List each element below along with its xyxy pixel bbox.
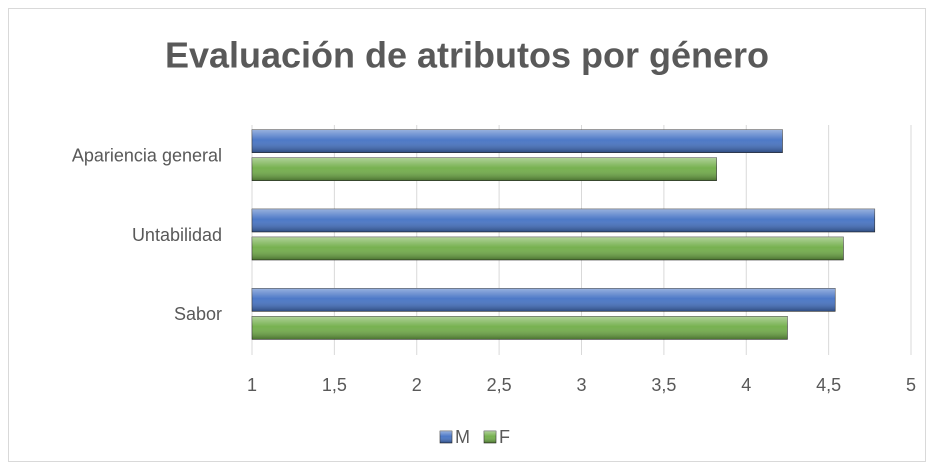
legend-label: M [455,427,470,447]
x-tick-label: 4,5 [816,375,841,395]
bar-shine [252,237,844,260]
legend-label: F [499,427,510,447]
bar-shine [252,157,717,181]
y-tick-label: Apariencia general [72,145,222,165]
y-tick-label: Sabor [174,304,222,324]
chart-border [8,8,926,462]
bar-shine [252,209,875,232]
legend-swatch-shine [484,431,496,443]
x-tick-label: 1 [247,375,257,395]
bar-shine [252,316,788,340]
x-tick-label: 3,5 [651,375,676,395]
bar-shine [252,288,836,312]
x-tick-label: 4 [741,375,751,395]
x-tick-label: 2,5 [487,375,512,395]
legend-swatch-shine [440,431,452,443]
x-tick-label: 3 [576,375,586,395]
bar-shine [252,129,783,153]
x-tick-label: 1,5 [322,375,347,395]
x-tick-label: 5 [906,375,916,395]
chart-title: Evaluación de atributos por género [165,35,769,76]
x-tick-label: 2 [412,375,422,395]
y-tick-label: Untabilidad [132,225,222,245]
